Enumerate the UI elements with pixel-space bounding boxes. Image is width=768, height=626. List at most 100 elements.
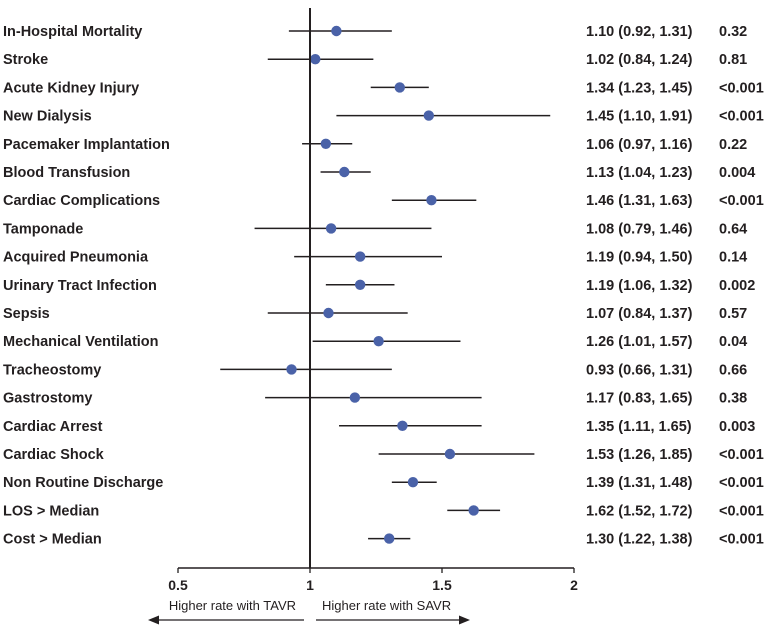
p-value: <0.001 [719, 109, 764, 125]
arrow-right [316, 615, 470, 625]
ci-value: 1.26 (1.01, 1.57) [586, 334, 693, 350]
ci-value: 1.30 (1.22, 1.38) [586, 532, 693, 548]
arrow-right-head-icon [459, 615, 470, 625]
odds-ratio-point [394, 82, 405, 93]
odds-ratio-point [407, 477, 419, 488]
p-value: <0.001 [719, 475, 764, 491]
odds-ratio-point [325, 223, 337, 234]
ci-value: 1.13 (1.04, 1.23) [586, 165, 693, 181]
direction-label-left: Higher rate with TAVR [169, 598, 296, 613]
ci-value: 1.02 (0.84, 1.24) [586, 52, 693, 68]
odds-ratio-point [339, 166, 350, 178]
outcome-label: Blood Transfusion [3, 165, 130, 181]
p-value: <0.001 [719, 447, 764, 463]
forest-row: Pacemaker Implantation 1.06 (0.97, 1.16) 0… [3, 137, 747, 153]
outcome-label: Acquired Pneumonia [3, 250, 149, 266]
x-tick-label: 1.5 [432, 577, 452, 593]
p-value: 0.002 [719, 278, 755, 294]
outcome-label: Tamponade [3, 221, 83, 237]
odds-ratio-point [286, 364, 297, 375]
forest-row: Acquired Pneumonia 1.19 (0.94, 1.50) 0.14 [3, 250, 747, 266]
forest-row: Cardiac Shock 1.53 (1.26, 1.85) <0.001 [3, 447, 764, 463]
ci-value: 1.10 (0.92, 1.31) [586, 24, 693, 40]
p-value: 0.38 [719, 391, 747, 407]
odds-ratio-point [384, 533, 395, 544]
odds-ratio-point [426, 195, 437, 206]
outcome-label: Tracheostomy [3, 362, 101, 378]
x-tick-label: 0.5 [168, 577, 188, 593]
x-tick-label: 2 [570, 577, 578, 593]
odds-ratio-point [423, 110, 434, 121]
odds-ratio-point [468, 505, 479, 516]
outcome-label: Pacemaker Implantation [3, 137, 170, 153]
forest-row: LOS > Median 1.62 (1.52, 1.72) <0.001 [3, 503, 764, 519]
x-tick-label: 1 [306, 577, 314, 593]
outcome-label: Non Routine Discharge [3, 475, 163, 491]
ci-value: 0.93 (0.66, 1.31) [586, 362, 693, 378]
odds-ratio-point [349, 392, 361, 403]
ci-value: 1.39 (1.31, 1.48) [586, 475, 693, 491]
outcome-label: Urinary Tract Infection [3, 278, 157, 294]
forest-row: New Dialysis 1.45 (1.10, 1.91) <0.001 [3, 109, 764, 125]
odds-ratio-point [320, 138, 332, 149]
ci-value: 1.19 (0.94, 1.50) [586, 250, 693, 266]
direction-label-right: Higher rate with SAVR [322, 598, 451, 613]
p-value: 0.22 [719, 137, 747, 153]
odds-ratio-point [323, 307, 334, 319]
forest-row: Cost > Median 1.30 (1.22, 1.38) <0.001 [3, 532, 764, 548]
p-value: 0.81 [719, 52, 747, 68]
forest-row: Cardiac Arrest 1.35 (1.11, 1.65) 0.003 [3, 419, 755, 435]
outcome-label: Cardiac Arrest [3, 419, 103, 435]
forest-row: Stroke 1.02 (0.84, 1.24) 0.81 [3, 52, 747, 68]
forest-row: In-Hospital Mortality 1.10 (0.92, 1.31) 0.… [3, 24, 747, 40]
outcome-label: Gastrostomy [3, 391, 92, 407]
p-value: 0.64 [719, 221, 747, 237]
forest-row: Sepsis 1.07 (0.84, 1.37) 0.57 [3, 306, 747, 322]
outcome-label: LOS > Median [3, 503, 99, 519]
outcome-label: New Dialysis [3, 109, 92, 125]
outcome-label: Cardiac Shock [3, 447, 105, 463]
ci-value: 1.35 (1.11, 1.65) [586, 419, 692, 435]
ci-value: 1.06 (0.97, 1.16) [586, 137, 693, 153]
forest-row: Cardiac Complications 1.46 (1.31, 1.63) <0… [3, 193, 764, 209]
forest-row: Tracheostomy 0.93 (0.66, 1.31) 0.66 [3, 362, 747, 378]
ci-value: 1.07 (0.84, 1.37) [586, 306, 693, 322]
ci-value: 1.19 (1.06, 1.32) [586, 278, 693, 294]
p-value: 0.66 [719, 362, 747, 378]
ci-value: 1.45 (1.10, 1.91) [586, 109, 693, 125]
forest-row: Urinary Tract Infection 1.19 (1.06, 1.32)… [3, 278, 755, 294]
outcome-label: In-Hospital Mortality [3, 24, 142, 40]
forest-row: Blood Transfusion 1.13 (1.04, 1.23) 0.004 [3, 165, 755, 181]
odds-ratio-point [444, 448, 456, 460]
odds-ratio-point [310, 54, 321, 65]
x-axis-ticks: 0.5 1 1.5 2 [168, 568, 578, 593]
ci-value: 1.46 (1.31, 1.63) [586, 193, 693, 209]
outcome-label: Cardiac Complications [3, 193, 160, 209]
odds-ratio-point [354, 251, 366, 262]
p-value: 0.32 [719, 24, 747, 40]
forest-row: Tamponade 1.08 (0.79, 1.46) 0.64 [3, 221, 747, 237]
ci-value: 1.34 (1.23, 1.45) [586, 80, 693, 96]
p-value: <0.001 [719, 532, 764, 548]
outcome-label: Mechanical Ventilation [3, 334, 159, 350]
outcome-label: Acute Kidney Injury [3, 80, 139, 96]
forest-row: Acute Kidney Injury 1.34 (1.23, 1.45) <0.0… [3, 80, 764, 96]
p-value: 0.004 [719, 165, 755, 181]
odds-ratio-point [397, 420, 408, 431]
p-value: <0.001 [719, 503, 764, 519]
p-value: 0.04 [719, 334, 747, 350]
ci-value: 1.53 (1.26, 1.85) [586, 447, 693, 463]
forest-row: Mechanical Ventilation 1.26 (1.01, 1.57) 0… [3, 334, 747, 350]
arrow-left-head-icon [148, 615, 159, 625]
p-value: 0.003 [719, 419, 755, 435]
rows-layer: In-Hospital Mortality 1.10 (0.92, 1.31) 0.… [3, 24, 764, 548]
odds-ratio-point [373, 336, 384, 347]
p-value: 0.14 [719, 250, 747, 266]
forest-row: Gastrostomy 1.17 (0.83, 1.65) 0.38 [3, 391, 747, 407]
p-value: <0.001 [719, 193, 764, 209]
p-value: 0.57 [719, 306, 747, 322]
odds-ratio-point [331, 25, 342, 37]
p-value: <0.001 [719, 80, 764, 96]
ci-value: 1.08 (0.79, 1.46) [586, 221, 693, 237]
ci-value: 1.17 (0.83, 1.65) [586, 391, 693, 407]
